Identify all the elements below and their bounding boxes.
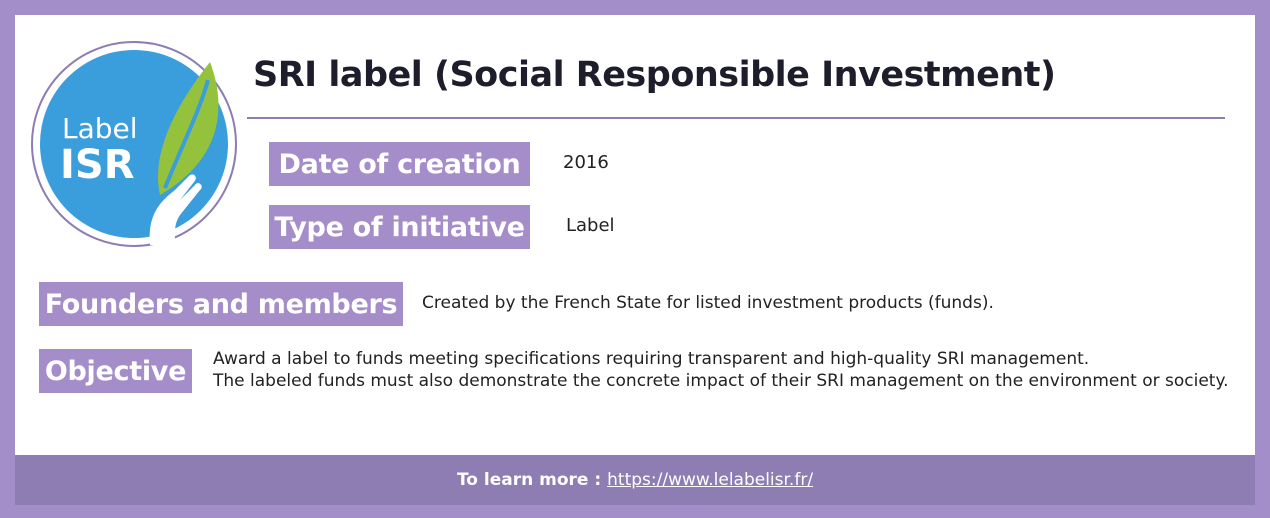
objective-line-1: Award a label to funds meeting specifica… <box>213 349 1090 369</box>
date-of-creation-value: 2016 <box>563 152 609 173</box>
objective-line-2: The labeled funds must also demonstrate … <box>213 371 1229 391</box>
date-of-creation-label: Date of creation <box>269 142 530 186</box>
type-of-initiative-value: Label <box>566 215 615 236</box>
label-isr-logo: Label ISR <box>31 41 237 247</box>
footer-bar: To learn more : https://www.lelabelisr.f… <box>15 455 1255 505</box>
learn-more-label: To learn more : <box>456 470 602 490</box>
svg-text:Label: Label <box>62 112 138 145</box>
founders-label: Founders and members <box>39 282 403 326</box>
page-title: SRI label (Social Responsible Investment… <box>253 55 1056 95</box>
title-divider <box>247 117 1225 119</box>
svg-text:ISR: ISR <box>60 142 135 188</box>
info-card <box>15 15 1255 455</box>
founders-value: Created by the French State for listed i… <box>422 293 994 313</box>
type-of-initiative-label: Type of initiative <box>269 205 530 249</box>
objective-label: Objective <box>39 349 192 393</box>
objective-value: Award a label to funds meeting specifica… <box>213 348 1229 392</box>
website-link[interactable]: https://www.lelabelisr.fr/ <box>607 470 814 490</box>
